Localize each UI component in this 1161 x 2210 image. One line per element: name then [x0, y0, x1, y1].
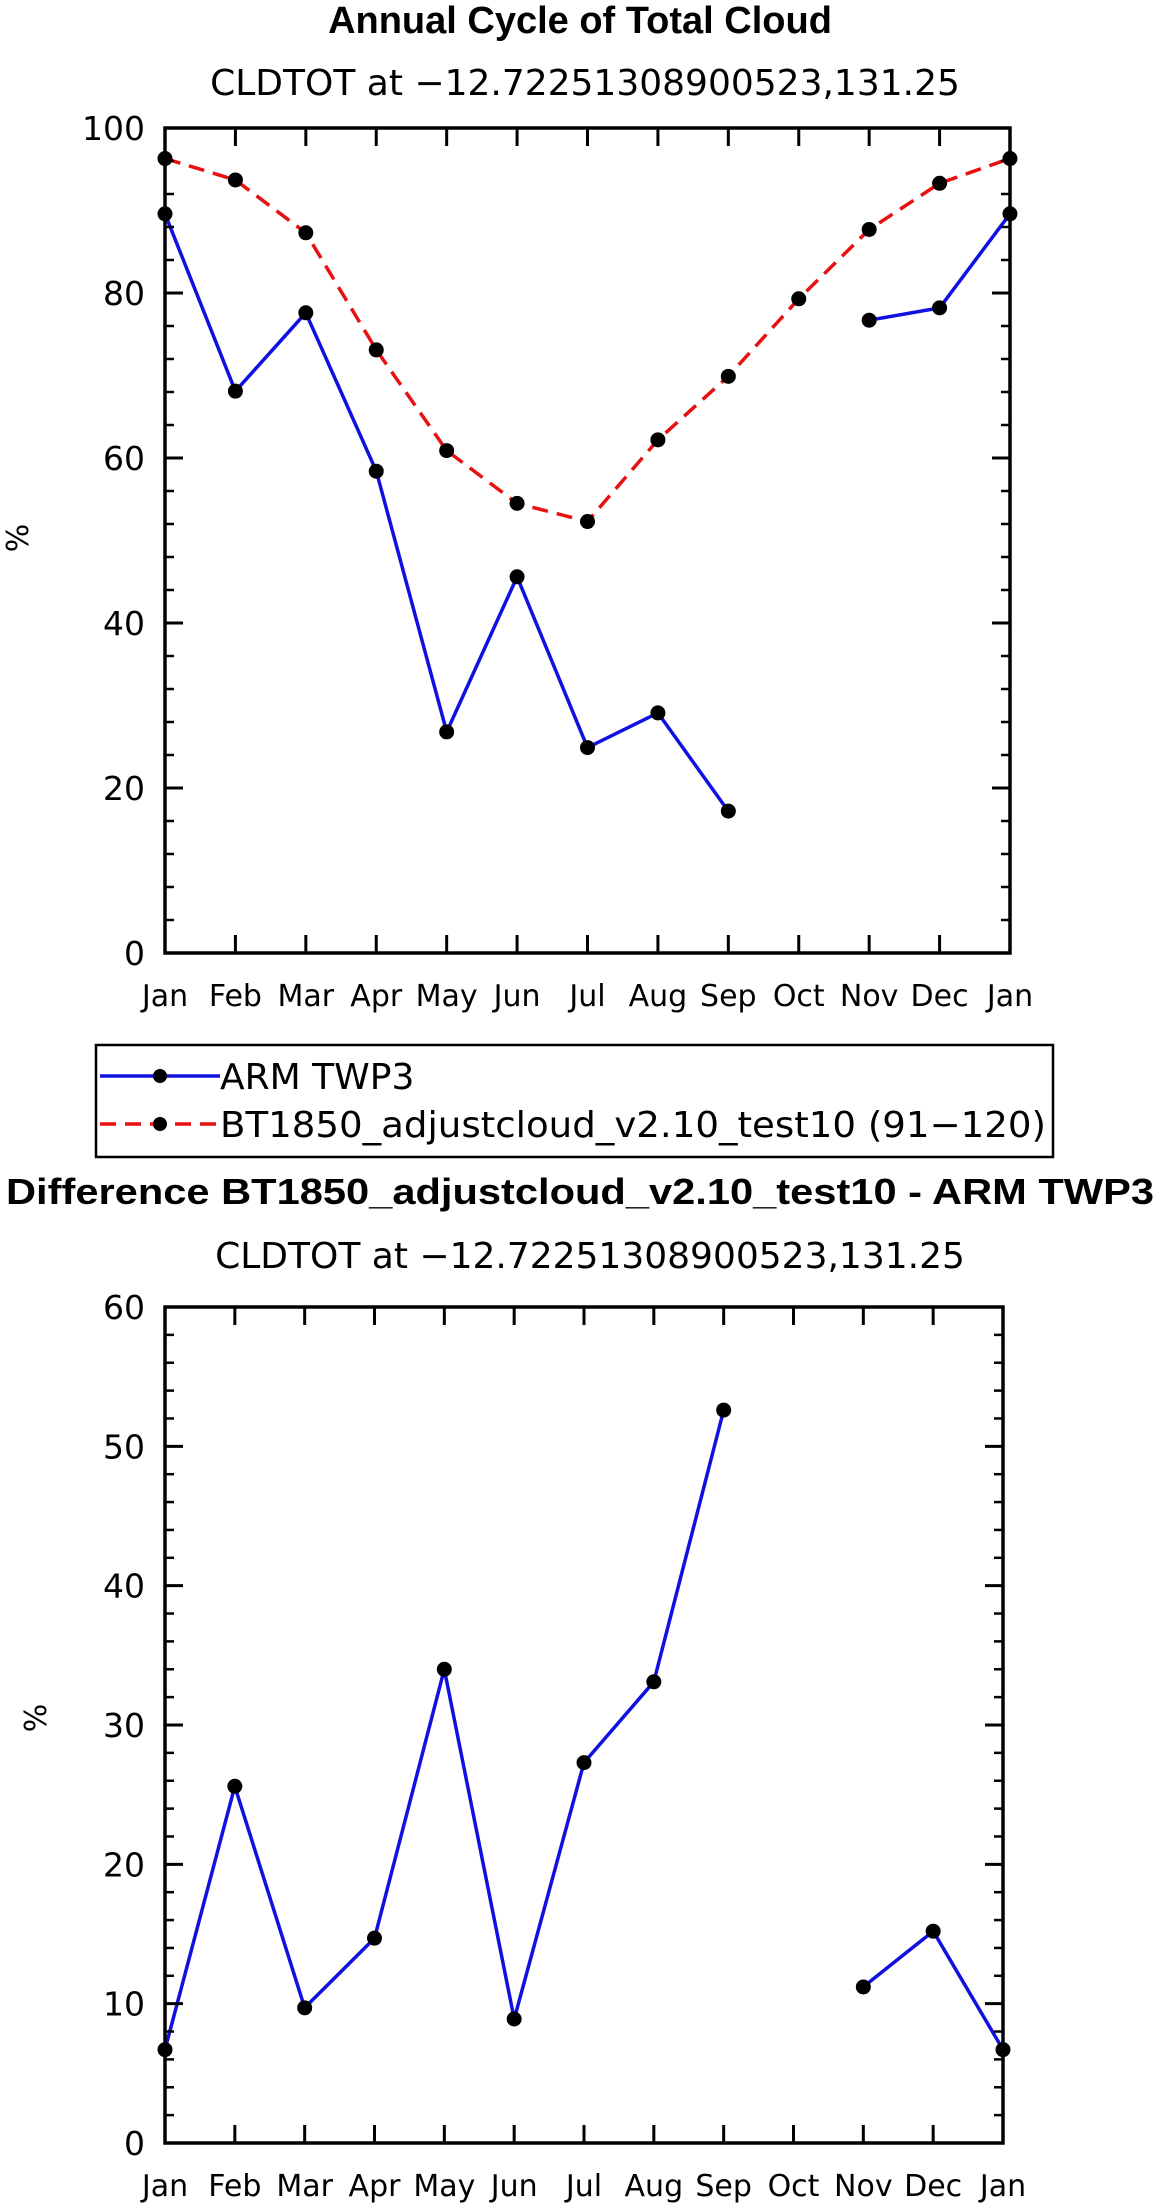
- chart1-xtick-label: Oct: [773, 979, 825, 1014]
- chart1-xtick-label: Jan: [140, 979, 188, 1014]
- chart1-xtick-label: Feb: [209, 979, 262, 1014]
- chart1-series-1-point: [298, 225, 314, 241]
- chart2-series-0-point: [576, 1755, 592, 1771]
- chart2-ytick-label: 60: [103, 1288, 145, 1327]
- chart1-xtick-label: Jun: [492, 979, 541, 1014]
- chart1-series-0-point: [580, 740, 595, 756]
- chart2-series-0-point: [436, 1661, 452, 1677]
- chart1-ytick-label: 40: [103, 604, 145, 643]
- chart1-series-0-point: [509, 569, 525, 585]
- chart1-series-1-point: [509, 495, 525, 511]
- chart2-ytick-label: 20: [103, 1845, 145, 1884]
- chart1-ytick-label: 0: [124, 934, 145, 973]
- chart2-title: Difference BT1850_adjustcloud_v2.10_test…: [6, 1171, 1154, 1212]
- chart2-subtitle: CLDTOT at −12.72251308900523,131.25: [215, 1236, 965, 1277]
- chart2-xtick-label: Jan: [140, 2169, 188, 2204]
- chart1-series-0-point: [439, 724, 455, 740]
- chart2-series-0-point: [716, 1402, 732, 1418]
- chart1-xtick-label: Jan: [985, 979, 1033, 1014]
- chart2-series-0-point: [646, 1674, 662, 1690]
- chart2-xtick-label: Oct: [768, 2169, 820, 2204]
- chart1-ytick-label: 100: [82, 109, 145, 148]
- chart1-series-0-point: [227, 383, 243, 399]
- chart1-series-1-point: [932, 175, 948, 191]
- chart1-series-1-point: [720, 368, 736, 384]
- chart2-series-0-point: [297, 2000, 313, 2016]
- legend-marker-arm: [153, 1069, 167, 1083]
- chart2-xtick-label: Jan: [978, 2169, 1026, 2204]
- legend-label-model: BT1850_adjustcloud_v2.10_test10 (91−120): [220, 1105, 1046, 1146]
- chart-difference: Difference BT1850_adjustcloud_v2.10_test…: [6, 1171, 1154, 2204]
- chart1-xtick-label: Apr: [350, 979, 403, 1014]
- chart1-ylabel: %: [1, 524, 36, 553]
- chart1-series-0-point: [368, 463, 384, 479]
- legend-label-arm: ARM TWP3: [220, 1057, 414, 1098]
- chart1-series-1-point: [791, 291, 807, 307]
- legend-marker-model: [153, 1117, 167, 1131]
- chart1-xtick-label: Jul: [567, 979, 605, 1014]
- chart2-series-0-point: [925, 1923, 941, 1939]
- chart2-xtick-label: Nov: [834, 2169, 893, 2204]
- chart1-xtick-label: Dec: [911, 979, 969, 1014]
- chart1-xtick-label: Nov: [840, 979, 899, 1014]
- chart1-ytick-label: 60: [103, 439, 145, 478]
- chart2-ytick-label: 0: [124, 2124, 145, 2163]
- chart2-xtick-label: Jun: [489, 2169, 538, 2204]
- chart1-subtitle: CLDTOT at −12.72251308900523,131.25: [210, 63, 960, 104]
- chart1-ytick-label: 80: [103, 274, 145, 313]
- legend-box: [94, 1043, 1055, 1159]
- chart2-xtick-label: May: [413, 2169, 475, 2204]
- chart2-series-0-point: [506, 2011, 522, 2027]
- chart2-xtick-label: Apr: [349, 2169, 402, 2204]
- chart1-series-0-point: [650, 705, 666, 721]
- chart1-series-1-point: [439, 443, 455, 459]
- chart2-series-0-point: [367, 1930, 382, 1946]
- chart1-legend: ARM TWP3 BT1850_adjustcloud_v2.10_test10…: [94, 1043, 1055, 1159]
- chart1-xtick-label: Aug: [629, 979, 688, 1014]
- chart2-xtick-label: Jul: [564, 2169, 602, 2204]
- chart1-series-1-point: [650, 432, 666, 448]
- chart2-ytick-label: 30: [103, 1706, 145, 1745]
- chart2-ytick-label: 10: [103, 1985, 145, 2024]
- chart1-plot-frame: [163, 126, 1012, 955]
- chart1-series-1-point: [580, 514, 595, 530]
- chart1-xtick-label: Sep: [700, 979, 757, 1014]
- chart2-series-0-point: [855, 1979, 871, 1995]
- chart-annual-cycle: Annual Cycle of Total Cloud CLDTOT at −1…: [1, 0, 1033, 1014]
- chart2-ytick-label: 40: [103, 1567, 145, 1606]
- chart1-series-0-point: [298, 305, 314, 321]
- chart1-ytick-label: 20: [103, 769, 145, 808]
- chart2-xtick-label: Aug: [625, 2169, 684, 2204]
- chart1-series-0-point: [720, 803, 736, 819]
- chart1-title: Annual Cycle of Total Cloud: [328, 0, 832, 42]
- chart1-xtick-label: Mar: [278, 979, 335, 1014]
- chart2-xtick-label: Mar: [276, 2169, 333, 2204]
- chart1-series-0-point: [861, 312, 877, 328]
- chart1-xtick-label: May: [416, 979, 478, 1014]
- chart2-ylabel: %: [19, 1704, 54, 1733]
- chart2-ytick-label: 50: [103, 1427, 145, 1466]
- chart1-series-1-point: [368, 342, 384, 358]
- chart2-plot-frame: [163, 1305, 1005, 2145]
- chart1-series-0-point: [932, 300, 948, 316]
- chart1-series-1-point: [861, 221, 877, 237]
- chart2-xtick-label: Sep: [695, 2169, 752, 2204]
- chart2-series-0-point: [227, 1778, 243, 1794]
- chart1-series-1-point: [227, 172, 243, 188]
- chart2-xtick-label: Dec: [904, 2169, 962, 2204]
- chart2-xtick-label: Feb: [208, 2169, 261, 2204]
